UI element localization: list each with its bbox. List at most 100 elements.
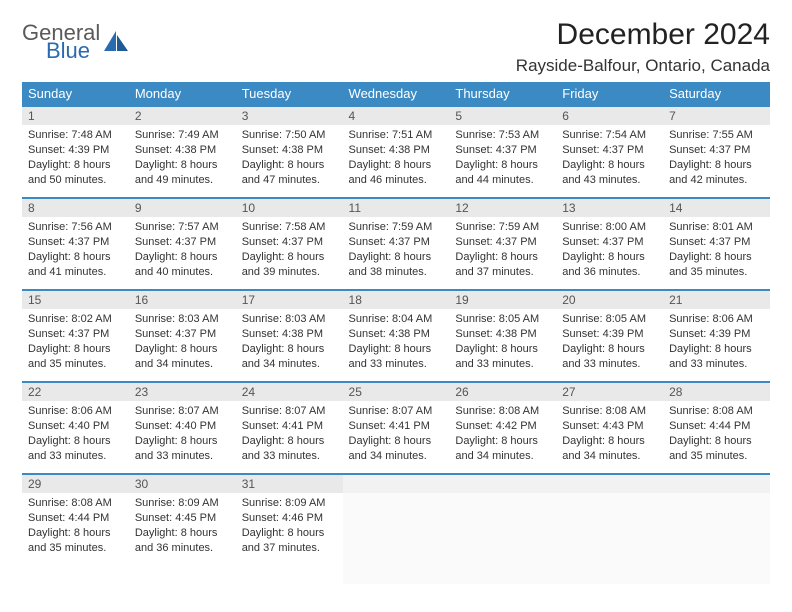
empty-day-body (343, 493, 450, 584)
daylight-line: Daylight: 8 hours and 34 minutes. (135, 342, 230, 372)
day-details: Sunrise: 7:48 AMSunset: 4:39 PMDaylight:… (22, 125, 129, 191)
day-number: 21 (663, 291, 770, 309)
daylight-line: Daylight: 8 hours and 36 minutes. (135, 526, 230, 556)
calendar-cell (343, 474, 450, 566)
calendar-cell: 2Sunrise: 7:49 AMSunset: 4:38 PMDaylight… (129, 106, 236, 198)
sunset-line: Sunset: 4:39 PM (28, 143, 123, 158)
daylight-line: Daylight: 8 hours and 37 minutes. (455, 250, 550, 280)
calendar-cell: 19Sunrise: 8:05 AMSunset: 4:38 PMDayligh… (449, 290, 556, 382)
sunrise-line: Sunrise: 8:09 AM (135, 496, 230, 511)
day-number: 26 (449, 383, 556, 401)
daylight-line: Daylight: 8 hours and 44 minutes. (455, 158, 550, 188)
calendar-table: SundayMondayTuesdayWednesdayThursdayFrid… (22, 82, 770, 566)
daylight-line: Daylight: 8 hours and 33 minutes. (669, 342, 764, 372)
day-number: 15 (22, 291, 129, 309)
day-details: Sunrise: 7:51 AMSunset: 4:38 PMDaylight:… (343, 125, 450, 191)
sunset-line: Sunset: 4:46 PM (242, 511, 337, 526)
day-details: Sunrise: 7:55 AMSunset: 4:37 PMDaylight:… (663, 125, 770, 191)
day-details: Sunrise: 7:56 AMSunset: 4:37 PMDaylight:… (22, 217, 129, 283)
location: Rayside-Balfour, Ontario, Canada (516, 56, 770, 76)
empty-day-body (449, 493, 556, 584)
sunrise-line: Sunrise: 7:51 AM (349, 128, 444, 143)
day-number: 14 (663, 199, 770, 217)
sunset-line: Sunset: 4:37 PM (135, 327, 230, 342)
sunset-line: Sunset: 4:41 PM (242, 419, 337, 434)
sunrise-line: Sunrise: 7:53 AM (455, 128, 550, 143)
weekday-header: Saturday (663, 82, 770, 106)
calendar-week-row: 8Sunrise: 7:56 AMSunset: 4:37 PMDaylight… (22, 198, 770, 290)
calendar-cell: 11Sunrise: 7:59 AMSunset: 4:37 PMDayligh… (343, 198, 450, 290)
calendar-cell: 17Sunrise: 8:03 AMSunset: 4:38 PMDayligh… (236, 290, 343, 382)
day-number: 2 (129, 107, 236, 125)
weekday-header: Monday (129, 82, 236, 106)
day-number: 30 (129, 475, 236, 493)
sunrise-line: Sunrise: 7:57 AM (135, 220, 230, 235)
calendar-cell: 21Sunrise: 8:06 AMSunset: 4:39 PMDayligh… (663, 290, 770, 382)
day-details: Sunrise: 8:06 AMSunset: 4:40 PMDaylight:… (22, 401, 129, 467)
calendar-cell (556, 474, 663, 566)
day-details: Sunrise: 8:08 AMSunset: 4:42 PMDaylight:… (449, 401, 556, 467)
day-number: 17 (236, 291, 343, 309)
sunset-line: Sunset: 4:37 PM (669, 143, 764, 158)
weekday-header: Tuesday (236, 82, 343, 106)
sunrise-line: Sunrise: 7:54 AM (562, 128, 657, 143)
calendar-cell: 16Sunrise: 8:03 AMSunset: 4:37 PMDayligh… (129, 290, 236, 382)
daylight-line: Daylight: 8 hours and 34 minutes. (562, 434, 657, 464)
calendar-cell: 28Sunrise: 8:08 AMSunset: 4:44 PMDayligh… (663, 382, 770, 474)
calendar-cell: 10Sunrise: 7:58 AMSunset: 4:37 PMDayligh… (236, 198, 343, 290)
calendar-header-row: SundayMondayTuesdayWednesdayThursdayFrid… (22, 82, 770, 106)
sunrise-line: Sunrise: 8:09 AM (242, 496, 337, 511)
day-details: Sunrise: 7:54 AMSunset: 4:37 PMDaylight:… (556, 125, 663, 191)
calendar-cell: 7Sunrise: 7:55 AMSunset: 4:37 PMDaylight… (663, 106, 770, 198)
calendar-week-row: 22Sunrise: 8:06 AMSunset: 4:40 PMDayligh… (22, 382, 770, 474)
month-title: December 2024 (516, 18, 770, 52)
logo-sail-icon (102, 29, 130, 55)
day-number: 10 (236, 199, 343, 217)
day-number: 25 (343, 383, 450, 401)
day-number: 4 (343, 107, 450, 125)
daylight-line: Daylight: 8 hours and 33 minutes. (349, 342, 444, 372)
calendar-cell: 5Sunrise: 7:53 AMSunset: 4:37 PMDaylight… (449, 106, 556, 198)
day-number: 3 (236, 107, 343, 125)
calendar-cell: 9Sunrise: 7:57 AMSunset: 4:37 PMDaylight… (129, 198, 236, 290)
daylight-line: Daylight: 8 hours and 49 minutes. (135, 158, 230, 188)
sunrise-line: Sunrise: 8:00 AM (562, 220, 657, 235)
day-number: 18 (343, 291, 450, 309)
sunrise-line: Sunrise: 8:08 AM (669, 404, 764, 419)
sunset-line: Sunset: 4:38 PM (349, 143, 444, 158)
calendar-cell (663, 474, 770, 566)
sunset-line: Sunset: 4:42 PM (455, 419, 550, 434)
day-details: Sunrise: 7:59 AMSunset: 4:37 PMDaylight:… (343, 217, 450, 283)
daylight-line: Daylight: 8 hours and 34 minutes. (242, 342, 337, 372)
day-details: Sunrise: 7:50 AMSunset: 4:38 PMDaylight:… (236, 125, 343, 191)
daylight-line: Daylight: 8 hours and 46 minutes. (349, 158, 444, 188)
calendar-cell: 23Sunrise: 8:07 AMSunset: 4:40 PMDayligh… (129, 382, 236, 474)
day-details: Sunrise: 8:07 AMSunset: 4:41 PMDaylight:… (236, 401, 343, 467)
sunset-line: Sunset: 4:37 PM (562, 143, 657, 158)
day-details: Sunrise: 8:09 AMSunset: 4:46 PMDaylight:… (236, 493, 343, 559)
daylight-line: Daylight: 8 hours and 35 minutes. (669, 250, 764, 280)
daylight-line: Daylight: 8 hours and 37 minutes. (242, 526, 337, 556)
sunset-line: Sunset: 4:40 PM (28, 419, 123, 434)
calendar-cell: 27Sunrise: 8:08 AMSunset: 4:43 PMDayligh… (556, 382, 663, 474)
calendar-cell: 24Sunrise: 8:07 AMSunset: 4:41 PMDayligh… (236, 382, 343, 474)
day-details: Sunrise: 8:08 AMSunset: 4:43 PMDaylight:… (556, 401, 663, 467)
day-number: 29 (22, 475, 129, 493)
sunset-line: Sunset: 4:37 PM (135, 235, 230, 250)
sunrise-line: Sunrise: 7:59 AM (455, 220, 550, 235)
daylight-line: Daylight: 8 hours and 50 minutes. (28, 158, 123, 188)
empty-day-body (556, 493, 663, 584)
day-number: 19 (449, 291, 556, 309)
calendar-cell: 8Sunrise: 7:56 AMSunset: 4:37 PMDaylight… (22, 198, 129, 290)
sunrise-line: Sunrise: 8:05 AM (562, 312, 657, 327)
daylight-line: Daylight: 8 hours and 35 minutes. (28, 526, 123, 556)
daylight-line: Daylight: 8 hours and 39 minutes. (242, 250, 337, 280)
sunset-line: Sunset: 4:37 PM (28, 235, 123, 250)
calendar-cell: 26Sunrise: 8:08 AMSunset: 4:42 PMDayligh… (449, 382, 556, 474)
calendar-cell: 30Sunrise: 8:09 AMSunset: 4:45 PMDayligh… (129, 474, 236, 566)
calendar-cell: 29Sunrise: 8:08 AMSunset: 4:44 PMDayligh… (22, 474, 129, 566)
day-number: 8 (22, 199, 129, 217)
day-details: Sunrise: 8:07 AMSunset: 4:41 PMDaylight:… (343, 401, 450, 467)
day-details: Sunrise: 8:03 AMSunset: 4:38 PMDaylight:… (236, 309, 343, 375)
title-block: December 2024 Rayside-Balfour, Ontario, … (516, 18, 770, 76)
